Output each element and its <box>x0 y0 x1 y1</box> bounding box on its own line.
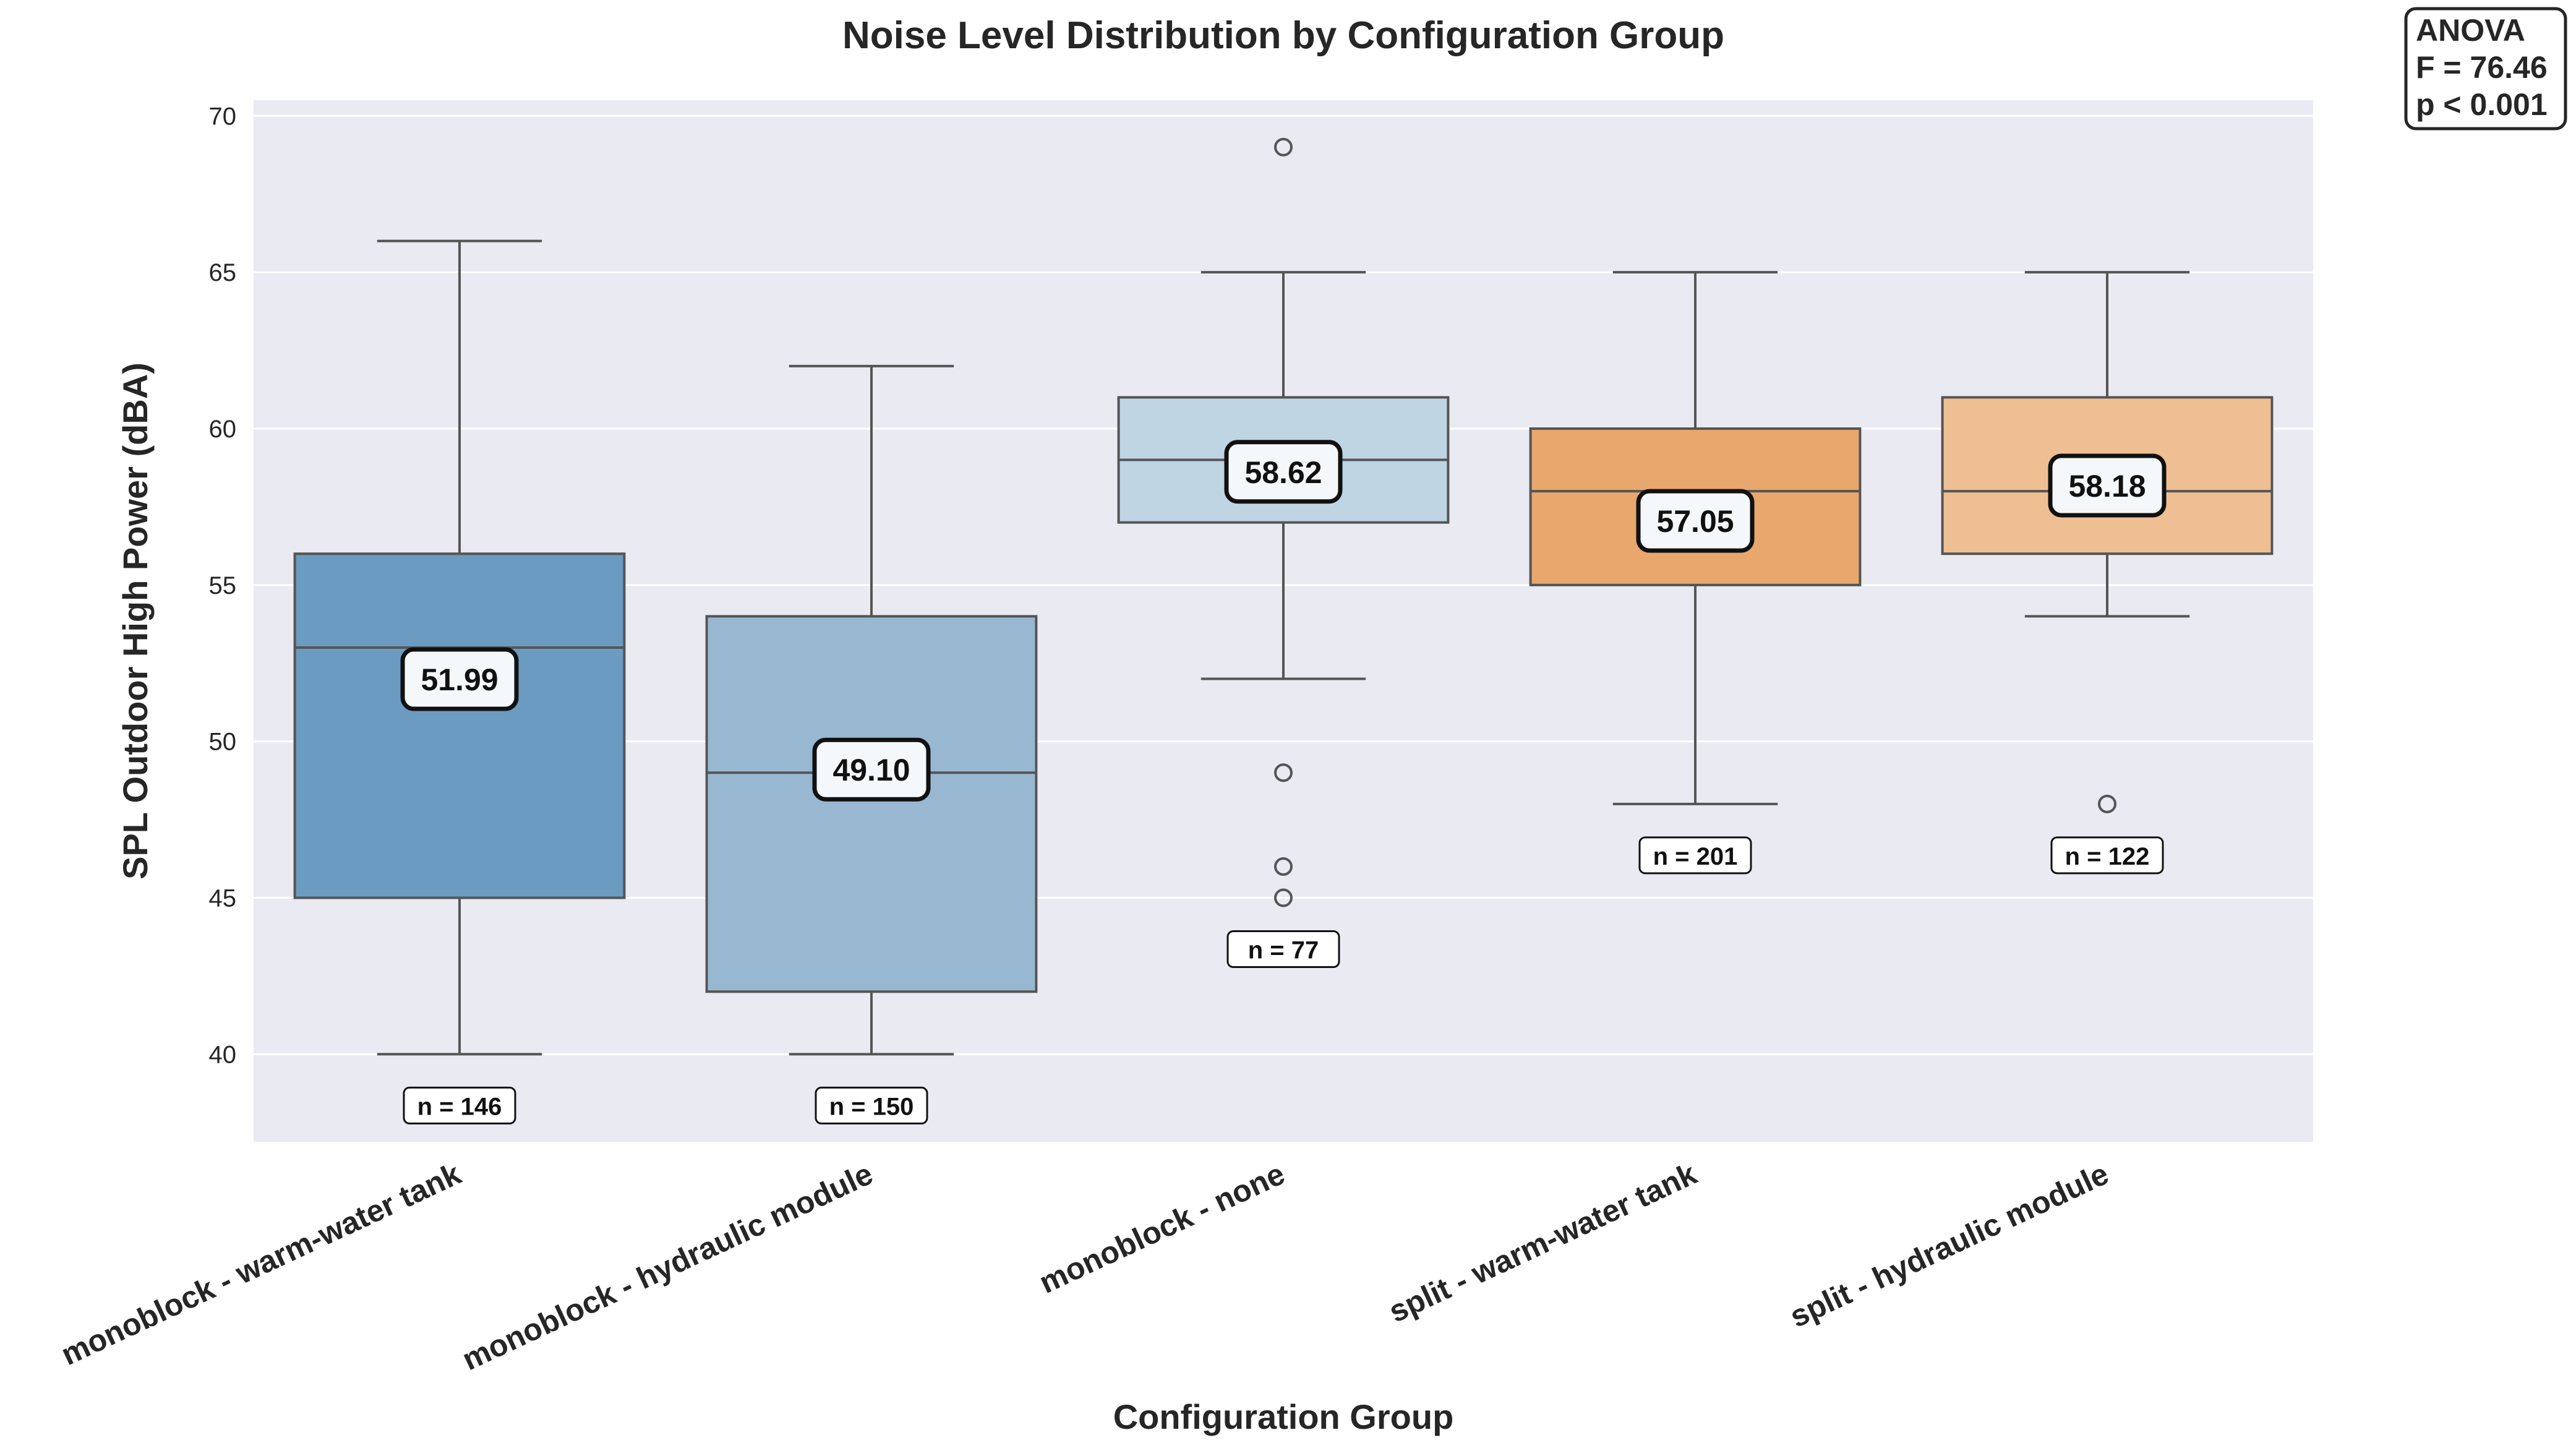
outlier-point <box>1274 137 1293 156</box>
n-label: n = 201 <box>1653 843 1738 870</box>
chart-title: Noise Level Distribution by Configuratio… <box>842 14 1724 57</box>
anova-line-1: ANOVA <box>2416 13 2525 48</box>
y-tick-label: 50 <box>209 729 237 756</box>
anova-box <box>2404 7 2567 131</box>
box-group: 58.62 n = 77 <box>1117 137 1450 969</box>
outlier-point <box>1274 763 1293 782</box>
anova-line-2: F = 76.46 <box>2416 50 2548 85</box>
mean-label-box <box>1224 440 1343 504</box>
x-axis-label: Configuration Group <box>1113 1397 1454 1436</box>
box-group: 49.10 n = 150 <box>705 364 1038 1124</box>
x-tick-label: monoblock - none <box>1034 1156 1290 1300</box>
n-label-box <box>815 1086 928 1124</box>
x-tick-label: monoblock - hydraulic module <box>457 1156 878 1377</box>
mean-label-box <box>2048 453 2167 518</box>
y-tick-label: 45 <box>209 885 237 912</box>
mean-label-box <box>1636 489 1755 553</box>
n-label-box <box>1638 836 1752 875</box>
n-label: n = 146 <box>417 1093 502 1120</box>
box-group: 58.18 n = 122 <box>1941 271 2274 875</box>
n-label: n = 122 <box>2065 843 2150 870</box>
mean-label: 57.05 <box>1656 504 1734 539</box>
n-label-box <box>2050 836 2164 875</box>
y-tick-label: 55 <box>209 572 237 599</box>
anova-line-3: p < 0.001 <box>2416 87 2548 122</box>
box-group: 57.05 n = 201 <box>1529 271 1862 875</box>
box-group: 51.99 n = 146 <box>293 239 626 1124</box>
mean-label: 51.99 <box>421 662 498 697</box>
y-tick-labels: 40 45 50 55 60 65 70 <box>209 103 237 1068</box>
box <box>293 552 626 899</box>
outlier-point <box>1274 888 1293 907</box>
y-tick-label: 60 <box>209 416 237 443</box>
mean-label: 49.10 <box>832 753 910 787</box>
mean-label: 58.18 <box>2068 469 2146 503</box>
y-tick-label: 70 <box>209 103 237 130</box>
y-tick-label: 40 <box>209 1041 237 1068</box>
x-tick-label: split - warm-water tank <box>1384 1156 1702 1329</box>
y-tick-label: 65 <box>209 259 237 286</box>
mean-label-box <box>812 737 931 802</box>
outlier-point <box>2098 794 2116 813</box>
mean-label-box <box>400 647 519 711</box>
outlier-point <box>1274 857 1293 876</box>
mean-label: 58.62 <box>1244 455 1322 490</box>
n-label: n = 150 <box>829 1093 914 1120</box>
n-label-box <box>1226 930 1340 969</box>
box-plots: 51.99 n = 146 49.10 n = 150 58.62 n = 77 57.05… <box>293 137 2274 1124</box>
x-tick-label: monoblock - warm-water tank <box>56 1156 466 1372</box>
box <box>705 615 1038 993</box>
n-label-box <box>403 1086 516 1124</box>
anova-annotation: ANOVA F = 76.46 p < 0.001 <box>2404 7 2567 131</box>
n-label: n = 77 <box>1248 937 1319 964</box>
y-axis-label: SPL Outdoor High Power (dBA) <box>116 362 155 880</box>
x-tick-label: split - hydraulic module <box>1784 1156 2113 1334</box>
